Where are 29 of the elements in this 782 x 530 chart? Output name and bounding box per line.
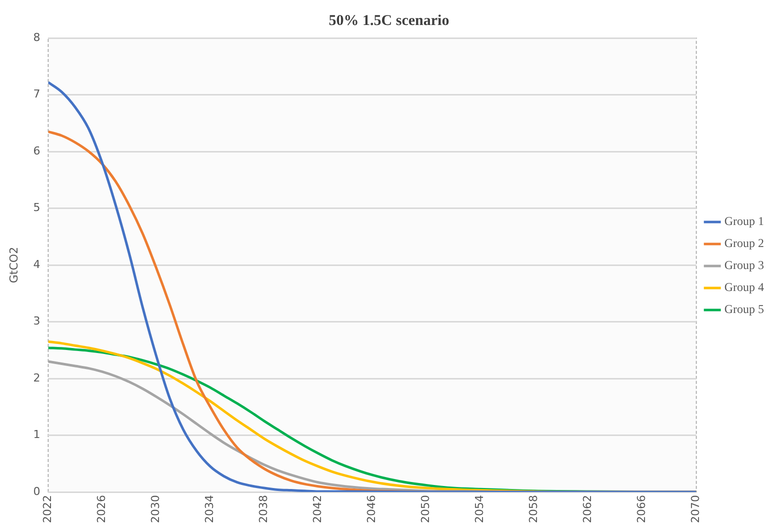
x-tick-label: 2050 xyxy=(419,495,432,524)
legend-label: Group 1 xyxy=(724,214,764,228)
chart-title: 50% 1.5C scenario xyxy=(328,12,450,29)
y-tick-label: 4 xyxy=(33,258,40,271)
x-tick-label: 2058 xyxy=(527,495,540,524)
y-tick-label: 2 xyxy=(33,371,40,384)
x-tick-label: 2026 xyxy=(95,495,108,524)
y-tick-label: 6 xyxy=(33,144,40,158)
x-tick-label: 2038 xyxy=(257,495,270,524)
legend-label: Group 4 xyxy=(724,280,764,294)
y-tick-label: 3 xyxy=(33,314,40,328)
y-tick-label: 7 xyxy=(33,88,40,101)
legend-label: Group 5 xyxy=(724,302,764,316)
x-tick-label: 2034 xyxy=(203,495,216,524)
legend-label: Group 2 xyxy=(724,236,764,250)
x-tick-label: 2046 xyxy=(365,495,378,524)
x-tick-label: 2042 xyxy=(311,495,324,524)
x-tick-label: 2022 xyxy=(41,495,54,524)
y-axis-title: GtCO2 xyxy=(7,246,20,284)
y-tick-label: 8 xyxy=(33,30,40,44)
x-tick-label: 2054 xyxy=(473,495,486,524)
x-tick-label: 2070 xyxy=(689,495,702,524)
x-tick-label: 2062 xyxy=(581,495,594,524)
y-tick-label: 0 xyxy=(33,484,40,498)
x-tick-label: 2066 xyxy=(635,495,648,524)
x-tick-label: 2030 xyxy=(149,495,162,524)
y-tick-label: 5 xyxy=(33,201,40,214)
y-tick-label: 1 xyxy=(33,428,40,442)
legend-label: Group 3 xyxy=(724,258,764,272)
